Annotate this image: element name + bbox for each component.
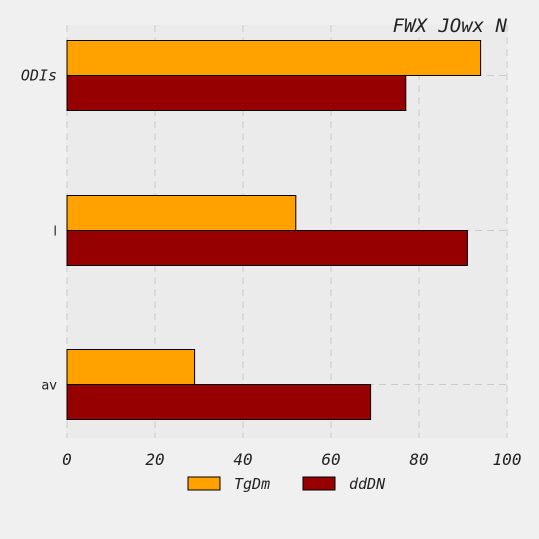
- y-tick-label: l: [53, 225, 57, 240]
- bar-ddDN-av: [66, 384, 372, 420]
- chart-title: FWX JOwx N: [393, 15, 508, 37]
- bar-TgDm-l: [66, 195, 297, 231]
- y-tick-label: av: [41, 379, 57, 394]
- x-tick-label: 60: [321, 450, 340, 469]
- x-tick-label: 100: [493, 450, 522, 469]
- bar-TgDm-av: [66, 349, 196, 385]
- x-tick-label: 0: [62, 450, 72, 469]
- x-tick-label: 20: [145, 450, 164, 469]
- legend-label-ddDN: ddDN: [349, 475, 386, 493]
- bar-ddDN-ODIs: [66, 75, 407, 111]
- x-tick-labels: 0 20 40 60 80 100: [62, 450, 521, 469]
- x-tick-label: 40: [233, 450, 252, 469]
- legend-label-TgDm: TgDm: [234, 475, 270, 493]
- x-tick-label: 80: [409, 450, 428, 469]
- bar-TgDm-ODIs: [66, 40, 482, 76]
- legend: TgDm ddDN: [187, 475, 386, 493]
- y-tick-label: ODIs: [21, 67, 57, 85]
- bar-ddDN-l: [66, 230, 468, 266]
- bars: [66, 40, 482, 420]
- y-tick-labels: ODIs l av: [21, 67, 57, 394]
- legend-swatch-ddDN: [302, 476, 336, 491]
- legend-swatch-TgDm: [187, 476, 221, 491]
